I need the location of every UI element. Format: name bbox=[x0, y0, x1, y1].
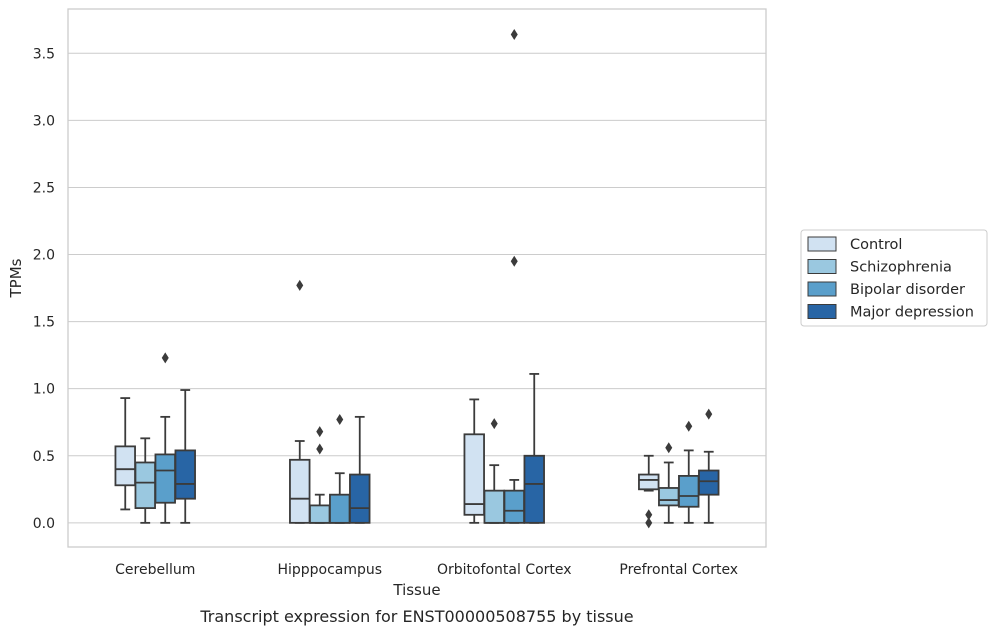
plot-frame bbox=[67, 8, 767, 548]
y-tick-label: 3.0 bbox=[33, 113, 55, 129]
box-iqr bbox=[698, 469, 720, 496]
box-iqr bbox=[134, 461, 156, 509]
x-tick-label: Hipppocampus bbox=[277, 562, 382, 578]
x-axis-label: Tissue bbox=[392, 581, 440, 599]
box-group bbox=[523, 373, 545, 524]
outlier-point bbox=[510, 255, 518, 267]
box-iqr bbox=[523, 454, 545, 524]
box-iqr bbox=[174, 449, 196, 500]
x-axis-ticks: Cerebellum Hipppocampus Orbitofontal Corte… bbox=[115, 562, 738, 578]
y-tick-label: 0.5 bbox=[33, 449, 55, 465]
outlier-point bbox=[645, 509, 653, 521]
y-tick-label: 1.5 bbox=[33, 315, 55, 331]
plot-area bbox=[114, 28, 720, 529]
y-axis-ticks: 0.0 0.5 1.0 1.5 2.0 2.5 3.0 3.5 bbox=[33, 46, 55, 532]
box-iqr bbox=[503, 489, 525, 524]
box-iqr bbox=[678, 474, 700, 508]
box-iqr bbox=[114, 445, 136, 487]
box-iqr bbox=[309, 504, 331, 524]
box-group bbox=[329, 414, 351, 524]
y-tick-label: 2.5 bbox=[33, 180, 55, 196]
box-iqr bbox=[638, 473, 660, 491]
box-group bbox=[154, 352, 176, 524]
legend-swatch bbox=[807, 304, 837, 319]
box-group bbox=[698, 408, 720, 524]
outlier-point bbox=[705, 408, 713, 420]
box-group bbox=[309, 426, 331, 524]
outlier-point bbox=[665, 442, 673, 454]
outlier-point bbox=[316, 426, 324, 438]
box-group bbox=[134, 437, 156, 524]
box-iqr bbox=[483, 489, 505, 524]
outlier-point bbox=[336, 414, 344, 426]
legend-frame bbox=[800, 229, 988, 327]
box-iqr bbox=[154, 453, 176, 504]
y-axis-label: TPMs bbox=[7, 258, 25, 298]
y-tick-label: 2.0 bbox=[33, 248, 55, 264]
outlier-point bbox=[316, 443, 324, 455]
box-iqr bbox=[289, 458, 311, 524]
y-tick-label: 1.0 bbox=[33, 382, 55, 398]
outlier-point bbox=[510, 28, 518, 40]
outlier-point bbox=[296, 279, 304, 291]
box-iqr bbox=[463, 433, 485, 516]
box-group bbox=[658, 442, 680, 524]
box-group bbox=[678, 420, 700, 524]
legend-entry-label: Control bbox=[850, 237, 902, 253]
box-iqr bbox=[329, 493, 351, 524]
y-tick-label: 0.0 bbox=[33, 516, 55, 532]
legend: Control Schizophrenia Bipolar disorder Majo… bbox=[800, 229, 988, 327]
legend-swatch bbox=[807, 236, 837, 252]
box-iqr bbox=[349, 473, 371, 524]
outlier-point bbox=[645, 517, 653, 529]
box-group bbox=[289, 279, 311, 524]
figure-caption: Transcript expression for ENST0000050875… bbox=[199, 607, 633, 626]
box-group bbox=[463, 398, 485, 524]
y-tick-label: 3.5 bbox=[33, 46, 55, 62]
box-group bbox=[638, 454, 660, 529]
x-tick-label: Prefrontal Cortex bbox=[619, 562, 738, 578]
legend-swatch bbox=[807, 259, 837, 274]
box-group bbox=[503, 28, 525, 524]
legend-swatch bbox=[807, 281, 837, 297]
outlier-point bbox=[490, 418, 498, 430]
box-group bbox=[174, 389, 196, 524]
x-tick-label: Cerebellum bbox=[115, 562, 195, 578]
box-group bbox=[114, 397, 136, 511]
legend-entry-label: Schizophrenia bbox=[850, 260, 952, 276]
box-group bbox=[483, 418, 505, 524]
outlier-point bbox=[161, 352, 169, 364]
legend-entry-label: Major depression bbox=[850, 305, 974, 321]
x-tick-label: Orbitofontal Cortex bbox=[437, 562, 572, 578]
box-iqr bbox=[658, 487, 680, 507]
outlier-point bbox=[685, 420, 693, 432]
box-group bbox=[349, 415, 371, 524]
legend-entry-label: Bipolar disorder bbox=[850, 282, 965, 298]
grid-lines bbox=[68, 52, 766, 524]
